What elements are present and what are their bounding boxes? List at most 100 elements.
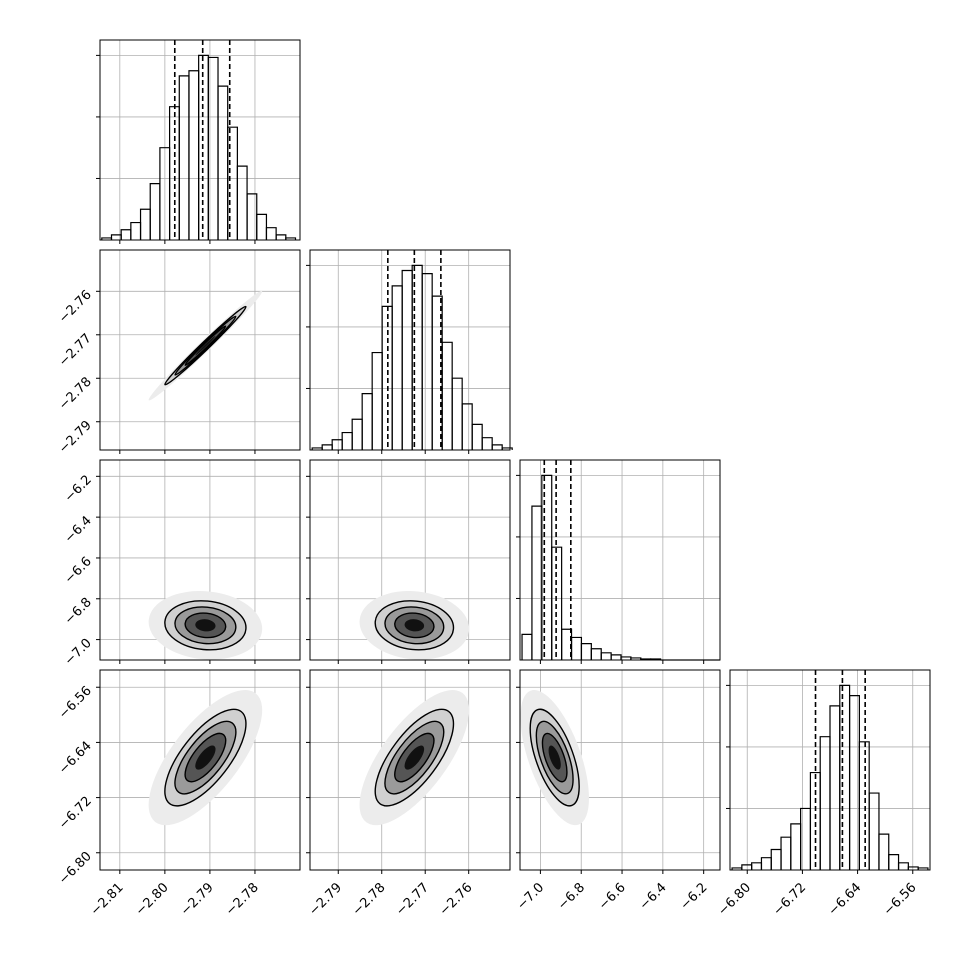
histogram-bin xyxy=(541,474,553,660)
contour xyxy=(195,335,216,356)
histogram-bin xyxy=(321,444,333,450)
x-tick-label: −6.72 xyxy=(770,880,809,919)
histogram-bin xyxy=(829,705,841,870)
histogram-bin xyxy=(570,636,583,660)
y-tick-label: −6.2 xyxy=(62,473,95,506)
histogram-bin xyxy=(780,836,792,870)
histogram-bin xyxy=(481,437,493,450)
x-tick-label: −6.56 xyxy=(881,880,920,919)
x-tick-label: −2.77 xyxy=(393,880,432,919)
histogram-bin xyxy=(491,444,503,450)
contour xyxy=(195,745,216,770)
y-tick-label: −7.0 xyxy=(62,636,95,669)
histogram-bin xyxy=(120,229,132,240)
x-tick-label: −6.2 xyxy=(678,880,711,913)
histogram-bin xyxy=(391,285,403,450)
histogram-bin xyxy=(751,862,763,870)
x-tick-label: −6.80 xyxy=(715,880,754,919)
histogram-bin xyxy=(878,833,890,870)
histogram-bin xyxy=(285,237,297,240)
x-tick-label: −2.79 xyxy=(306,880,345,919)
histogram-bin xyxy=(741,864,753,870)
histogram-bin xyxy=(130,221,142,240)
histogram-bin xyxy=(770,848,782,870)
histogram-bin xyxy=(351,418,363,450)
density xyxy=(148,591,263,660)
histogram-bin xyxy=(551,546,563,660)
histogram-bin xyxy=(361,392,373,450)
x-tick-label: −2.80 xyxy=(133,880,172,919)
y-tick-label: −6.8 xyxy=(62,595,95,628)
histogram-bin xyxy=(471,423,483,450)
histogram-bin xyxy=(521,633,533,660)
panel-frame xyxy=(99,459,301,661)
histogram-bin xyxy=(401,269,413,450)
y-tick-label: −2.79 xyxy=(56,418,95,457)
histogram-bin xyxy=(600,652,612,660)
histogram-bin xyxy=(650,658,662,660)
histogram-bin xyxy=(790,823,802,870)
x-tick-label: −2.81 xyxy=(88,880,127,919)
panel-frame xyxy=(99,249,301,451)
histogram-bin xyxy=(501,447,513,450)
histogram-bin xyxy=(371,351,383,450)
histogram-bin xyxy=(188,70,200,240)
histogram-bin xyxy=(461,403,473,450)
panel-frame xyxy=(309,459,511,661)
contour xyxy=(195,619,216,632)
panel-frame xyxy=(519,459,721,661)
histogram-bin xyxy=(888,854,900,870)
histogram-bin xyxy=(580,642,592,660)
histogram-bin xyxy=(178,75,190,240)
histogram-bin xyxy=(139,208,151,240)
histogram-bin xyxy=(236,165,248,240)
x-tick-label: −2.78 xyxy=(350,880,389,919)
density xyxy=(520,689,589,826)
panel-frame xyxy=(99,669,301,871)
x-tick-label: −6.4 xyxy=(637,880,670,913)
histogram-bin xyxy=(341,431,353,450)
y-tick-label: −2.76 xyxy=(56,288,95,327)
contour xyxy=(548,745,561,770)
histogram-bin xyxy=(331,439,343,450)
density xyxy=(148,290,263,401)
y-tick-label: −6.6 xyxy=(62,554,95,587)
histogram-bin xyxy=(421,272,433,450)
contour xyxy=(404,619,425,632)
density xyxy=(359,689,470,826)
histogram-bin xyxy=(265,227,277,240)
x-tick-label: −7.0 xyxy=(514,880,547,913)
panel-frame xyxy=(309,249,511,451)
x-tick-label: −2.79 xyxy=(178,880,217,919)
histogram-bin xyxy=(610,654,622,660)
histogram-bin xyxy=(590,648,602,660)
histogram-bin xyxy=(149,182,161,240)
x-tick-label: −2.76 xyxy=(437,880,476,919)
histogram-bin xyxy=(451,377,463,450)
x-tick-label: −6.64 xyxy=(826,880,865,919)
y-tick-label: −2.78 xyxy=(56,374,95,413)
y-tick-label: −6.56 xyxy=(56,683,95,722)
y-tick-label: −6.80 xyxy=(56,849,95,888)
y-tick-label: −6.4 xyxy=(62,513,95,546)
histogram-bin xyxy=(868,792,880,870)
panel-frame xyxy=(519,669,721,871)
panel-frame xyxy=(99,39,301,241)
density xyxy=(359,591,470,660)
histogram-bin xyxy=(839,684,851,870)
histogram-bin xyxy=(917,867,929,870)
histogram-bin xyxy=(441,341,453,450)
y-tick-label: −6.72 xyxy=(56,794,95,833)
contour xyxy=(404,745,425,770)
histogram-bin xyxy=(275,234,287,240)
x-tick-label: −6.8 xyxy=(555,880,588,913)
histogram-bin xyxy=(897,862,909,870)
density xyxy=(148,689,263,826)
histogram-bin xyxy=(256,213,268,240)
histogram-bin xyxy=(217,85,229,240)
histogram-bin xyxy=(858,741,870,870)
x-tick-label: −2.78 xyxy=(223,880,262,919)
panel-frame xyxy=(729,669,931,871)
y-tick-label: −2.77 xyxy=(56,331,95,370)
